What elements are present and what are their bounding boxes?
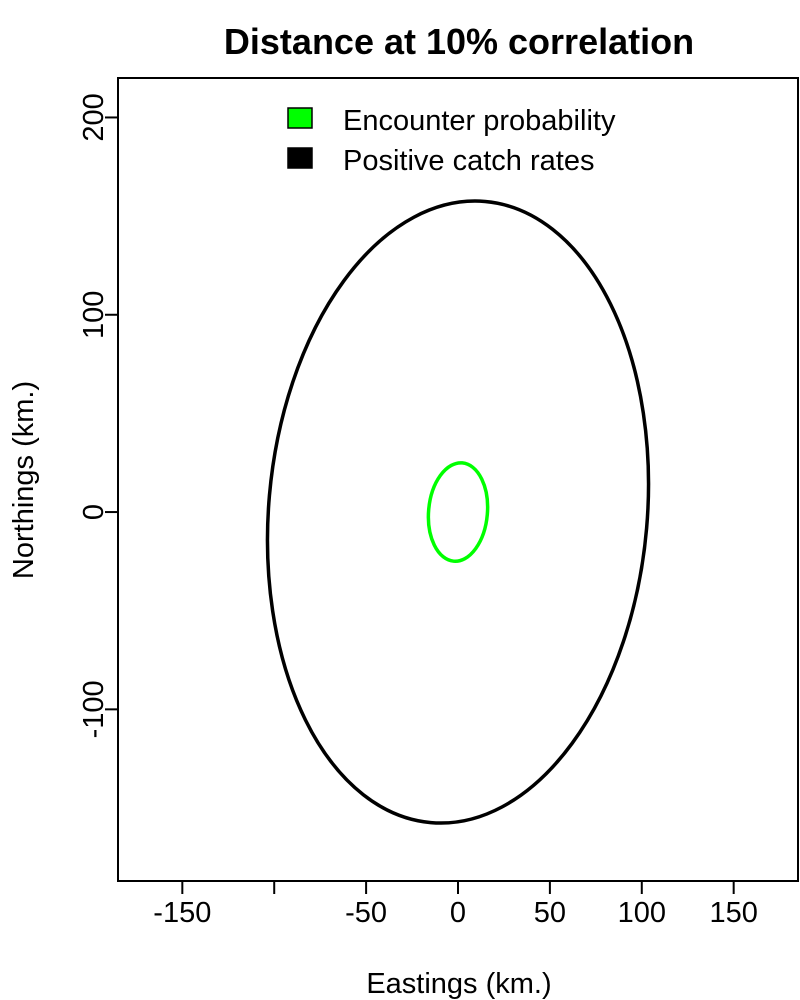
x-tick-label: -150 — [153, 897, 211, 929]
series-layer — [265, 199, 651, 825]
series-ellipse — [426, 461, 490, 564]
legend-label: Encounter probability — [343, 105, 616, 137]
legend: Encounter probability Positive catch rate… — [287, 105, 616, 177]
y-tick-label: 200 — [78, 93, 110, 141]
legend-swatch — [287, 107, 313, 129]
x-tick-label: 50 — [534, 897, 566, 929]
legend-swatch — [287, 147, 313, 169]
series-ellipse — [265, 199, 651, 825]
y-axis-label: Northings (km.) — [8, 381, 40, 579]
x-tick-label: 0 — [450, 897, 466, 929]
y-tick-label: 100 — [78, 291, 110, 339]
x-axis: -150 -50 0 50 100 150 — [153, 881, 758, 929]
x-tick-label: -50 — [345, 897, 387, 929]
x-tick-label: 100 — [618, 897, 666, 929]
x-axis-label: Eastings (km.) — [366, 968, 551, 1000]
chart-title: Distance at 10% correlation — [224, 21, 694, 62]
plot-frame — [117, 77, 799, 882]
y-axis: -100 0 100 200 — [78, 93, 118, 738]
x-tick-label: 150 — [709, 897, 757, 929]
y-tick-label: -100 — [78, 680, 110, 738]
y-tick-label: 0 — [78, 504, 110, 520]
legend-label: Positive catch rates — [343, 145, 594, 177]
